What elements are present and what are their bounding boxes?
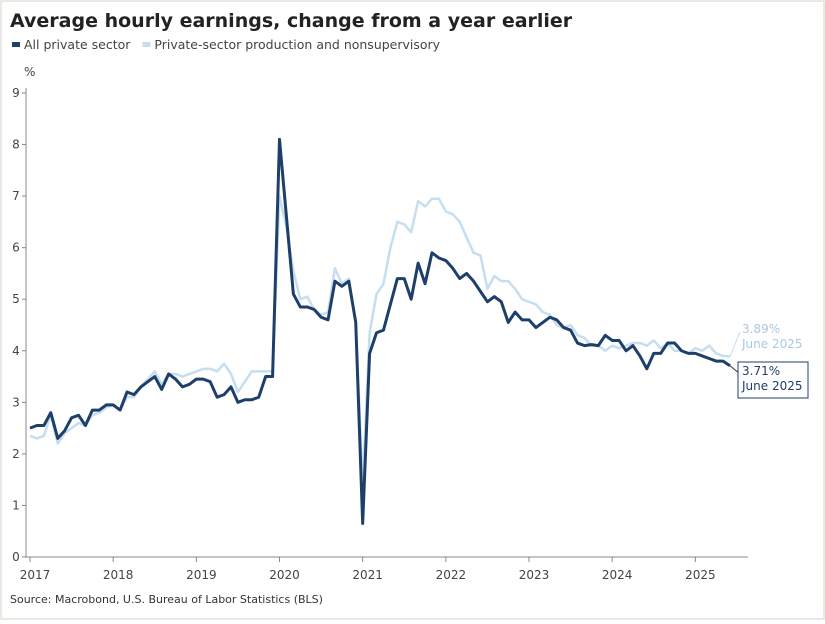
legend-label: All private sector [24, 37, 131, 52]
y-axis-label: % [24, 65, 35, 79]
y-tick-label: 9 [12, 86, 20, 100]
y-tick-label: 3 [12, 395, 20, 409]
legend-swatch [142, 42, 151, 47]
y-tick-label: 4 [12, 344, 20, 358]
end-label: 3.89%June 2025 [729, 322, 803, 357]
x-tick-label: 2023 [519, 568, 550, 582]
legend: All private sector Private-sector product… [12, 37, 441, 52]
y-tick-label: 0 [12, 550, 20, 564]
x-tick-label: 2021 [352, 568, 383, 582]
legend-swatch [12, 42, 20, 47]
y-tick-label: 8 [12, 138, 20, 152]
y-tick-label: 6 [12, 241, 20, 255]
end-label-value: 3.89% [742, 322, 780, 336]
x-tick-label: 2024 [602, 568, 633, 582]
x-tick-label: 2025 [685, 568, 716, 582]
y-tick-label: 1 [12, 498, 20, 512]
x-tick-label: 2022 [436, 568, 467, 582]
y-tick-label: 5 [12, 292, 20, 306]
end-label-value: 3.71% [742, 364, 780, 378]
source: Source: Macrobond, U.S. Bureau of Labor … [10, 593, 323, 606]
y-tick-label: 2 [12, 447, 20, 461]
series-line [29, 194, 731, 487]
end-label-date: June 2025 [741, 379, 803, 393]
end-label-date: June 2025 [741, 337, 803, 351]
chart-title: Average hourly earnings, change from a y… [10, 10, 573, 32]
legend-label: Private-sector production and nonsupervi… [154, 37, 440, 52]
end-label-box [737, 361, 809, 399]
end-label: 3.71%June 2025 [729, 361, 809, 399]
x-tick-label: 2017 [20, 568, 51, 582]
series-line [29, 137, 731, 525]
y-tick-label: 7 [12, 189, 20, 203]
end-label-leader [729, 331, 741, 357]
x-tick-label: 2020 [269, 568, 300, 582]
x-tick-label: 2019 [186, 568, 217, 582]
x-tick-label: 2018 [103, 568, 134, 582]
